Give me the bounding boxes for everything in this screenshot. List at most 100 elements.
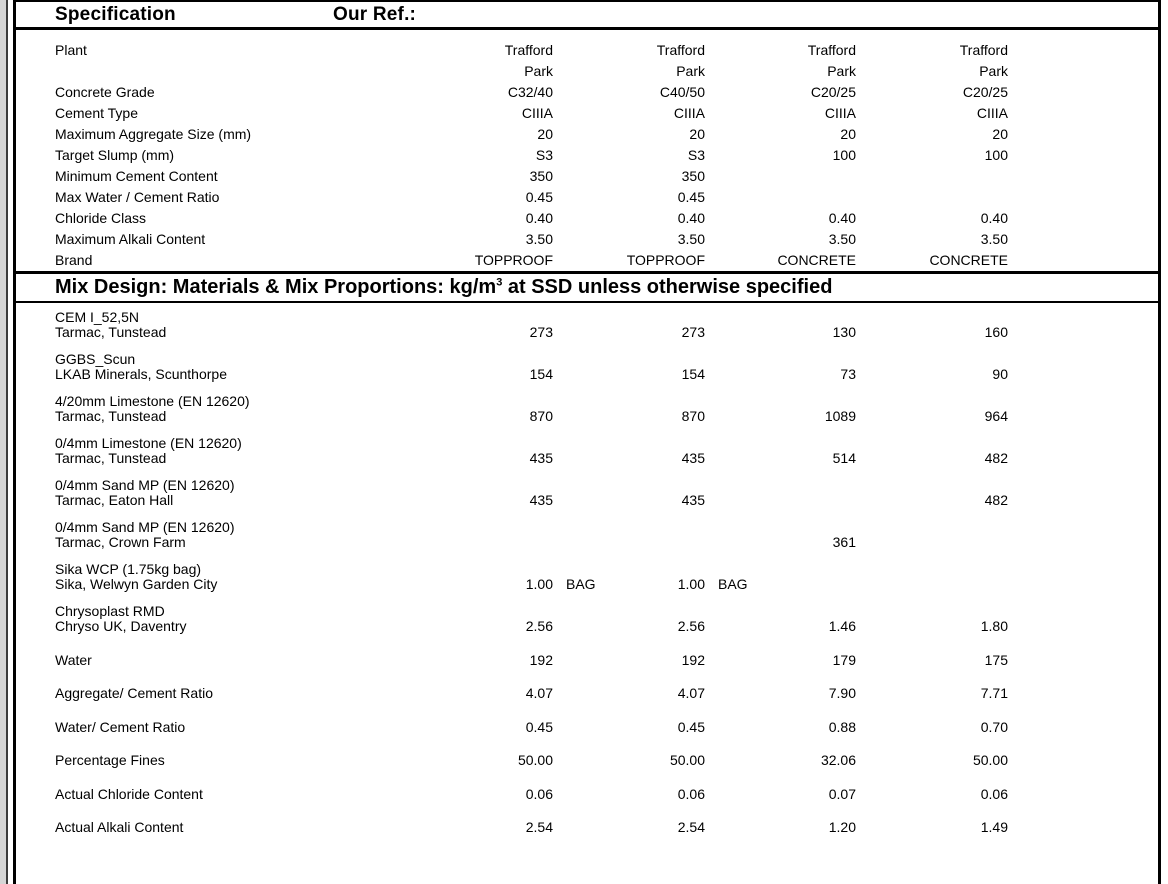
material-value-cell: 273 xyxy=(353,325,553,340)
material-value-cell: 435 xyxy=(353,451,553,466)
summary-value: 0.45 xyxy=(525,718,553,735)
spec-label: Max Water / Cement Ratio xyxy=(55,189,220,205)
material-supplier: Tarmac, Eaton Hall xyxy=(55,492,174,508)
material-value-cell: 1.80 xyxy=(856,619,1008,634)
spec-value: 20 xyxy=(992,126,1008,142)
spec-row: Minimum Cement Content 350 350 xyxy=(16,166,1158,187)
mix-design-heading: Mix Design: Materials & Mix Proportions:… xyxy=(16,271,1158,303)
material-value: 90 xyxy=(992,366,1008,382)
material-value: 154 xyxy=(681,366,705,382)
summary-value: 50.00 xyxy=(517,752,553,769)
material-value: 870 xyxy=(529,408,553,424)
spec-row: Concrete Grade C32/40 C40/50 C20/25 C20/25 xyxy=(16,82,1158,103)
material-value: 130 xyxy=(832,324,856,340)
summary-value: 7.90 xyxy=(828,685,856,702)
material-value-cell: 361 xyxy=(705,535,856,550)
spec-row: Cement Type CIIIA CIIIA CIIIA CIIIA xyxy=(16,103,1158,124)
material-value: 154 xyxy=(529,366,553,382)
summary-value: 192 xyxy=(529,651,553,668)
our-ref-label: Our Ref.: xyxy=(333,4,417,25)
material-row: GGBS_Scun LKAB Minerals, Scunthorpe 154 154… xyxy=(16,352,1158,382)
summary-value: 50.00 xyxy=(669,752,705,769)
summary-value: 0.07 xyxy=(828,785,856,802)
material-value: 1.46 xyxy=(828,618,856,634)
spec-value: C20/25 xyxy=(962,84,1008,100)
summary-row: Percentage Fines 50.00 50.00 32.06 50.00 xyxy=(16,744,1158,778)
material-name: 0/4mm Limestone (EN 12620) xyxy=(55,435,242,451)
spec-value: 20 xyxy=(840,126,856,142)
summary-value: 0.88 xyxy=(828,718,856,735)
material-value-cell: 73 xyxy=(705,367,856,382)
spec-value: 20 xyxy=(689,126,705,142)
material-value-cell: 870 xyxy=(353,409,553,424)
spec-value: 100 xyxy=(832,147,856,163)
spec-label: Cement Type xyxy=(55,105,139,121)
material-value-cell: 1.00 BAG xyxy=(553,576,748,592)
material-value: 1.00 xyxy=(677,576,705,592)
mix-design-heading-superscript: 3 xyxy=(496,276,503,289)
spec-value: 0.40 xyxy=(677,210,705,226)
material-supplier: Tarmac, Crown Farm xyxy=(55,534,186,550)
spec-label: Chloride Class xyxy=(55,210,147,226)
material-value-cell: 435 xyxy=(353,493,553,508)
spec-value: 0.40 xyxy=(980,210,1008,226)
spec-value: 100 xyxy=(984,147,1008,163)
material-value: 160 xyxy=(984,324,1008,340)
summary-value: 192 xyxy=(681,651,705,668)
summary-label: Water/ Cement Ratio xyxy=(55,718,186,735)
material-name: Chrysoplast RMD xyxy=(55,603,165,619)
spec-value: Trafford Park xyxy=(504,42,553,79)
spec-value: TOPPROOF xyxy=(474,252,553,268)
spec-value: 0.45 xyxy=(677,189,705,205)
material-value-cell: 154 xyxy=(553,367,705,382)
material-supplier: Sika, Welwyn Garden City xyxy=(55,576,218,592)
material-value: 435 xyxy=(681,450,705,466)
material-value-cell: 964 xyxy=(856,409,1008,424)
spec-row: Maximum Alkali Content 3.50 3.50 3.50 3.50 xyxy=(16,229,1158,250)
material-supplier: LKAB Minerals, Scunthorpe xyxy=(55,366,227,382)
material-name: Sika WCP (1.75kg bag) xyxy=(55,561,202,577)
material-value-cell: 514 xyxy=(705,451,856,466)
materials-table: CEM I_52,5N Tarmac, Tunstead 273 273 130 160 G… xyxy=(16,303,1158,634)
spec-value: 350 xyxy=(681,168,705,184)
material-label: CEM I_52,5N Tarmac, Tunstead xyxy=(16,310,353,340)
material-label: 0/4mm Sand MP (EN 12620) Tarmac, Crown Fa… xyxy=(16,520,353,550)
spec-value: C20/25 xyxy=(810,84,856,100)
summary-label: Water xyxy=(55,651,92,668)
spec-value: CIIIA xyxy=(824,105,856,121)
material-value: 482 xyxy=(984,492,1008,508)
spec-value: 0.40 xyxy=(828,210,856,226)
summary-value: 1.49 xyxy=(980,819,1008,836)
material-value-cell: 1089 xyxy=(705,409,856,424)
material-value: 361 xyxy=(832,534,856,550)
spec-row: Maximum Aggregate Size (mm) 20 20 20 20 xyxy=(16,124,1158,145)
spec-value: TOPPROOF xyxy=(626,252,705,268)
material-value: 435 xyxy=(529,492,553,508)
unit-label: BAG xyxy=(566,576,596,592)
spec-label: Target Slump (mm) xyxy=(55,147,175,163)
summary-value: 32.06 xyxy=(820,752,856,769)
material-value: 514 xyxy=(832,450,856,466)
material-value: 964 xyxy=(984,408,1008,424)
spec-value: 20 xyxy=(537,126,553,142)
spec-label: Minimum Cement Content xyxy=(55,168,218,184)
spec-value: 0.45 xyxy=(525,189,553,205)
unit-label: BAG xyxy=(718,576,748,592)
material-supplier: Chryso UK, Daventry xyxy=(55,618,187,634)
material-label: Sika WCP (1.75kg bag) Sika, Welwyn Garden… xyxy=(16,562,353,592)
material-value-cell: 154 xyxy=(353,367,553,382)
material-value-cell: 160 xyxy=(856,325,1008,340)
spec-label: Brand xyxy=(55,252,93,268)
spec-value: C40/50 xyxy=(659,84,705,100)
material-name: 4/20mm Limestone (EN 12620) xyxy=(55,393,250,409)
material-name: 0/4mm Sand MP (EN 12620) xyxy=(55,477,235,493)
spec-value: Trafford Park xyxy=(807,42,856,79)
material-supplier: Tarmac, Tunstead xyxy=(55,450,167,466)
document-header: Specification Our Ref.: xyxy=(16,2,1158,30)
material-supplier: Tarmac, Tunstead xyxy=(55,324,167,340)
summary-row: Aggregate/ Cement Ratio 4.07 4.07 7.90 7.71 xyxy=(16,677,1158,711)
material-value-cell: 130 xyxy=(705,325,856,340)
spec-value: 0.40 xyxy=(525,210,553,226)
material-supplier: Tarmac, Tunstead xyxy=(55,408,167,424)
material-value: 273 xyxy=(529,324,553,340)
